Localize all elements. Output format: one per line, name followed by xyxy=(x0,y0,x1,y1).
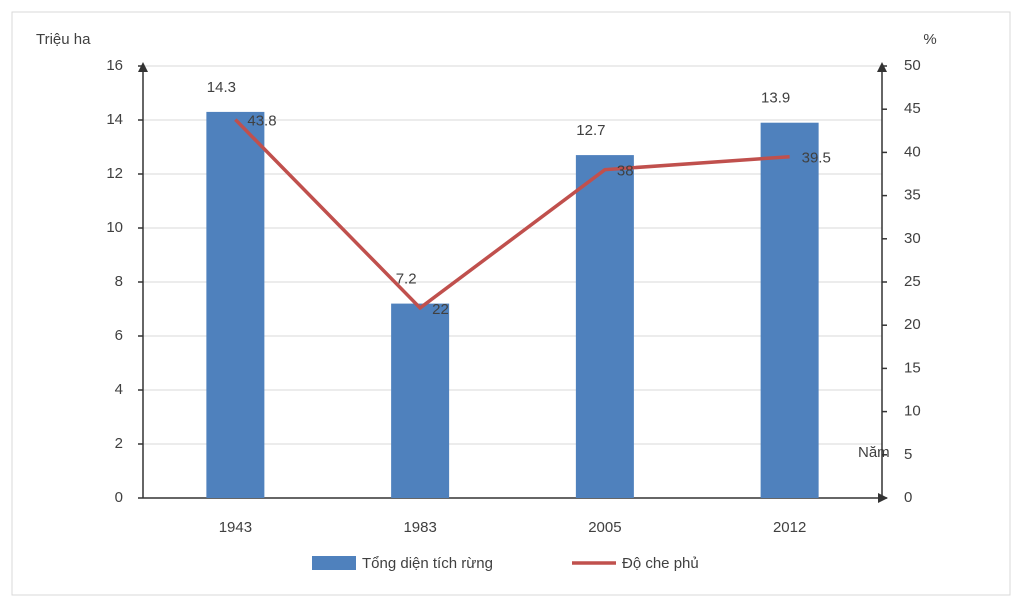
chart-frame xyxy=(11,11,1011,596)
legend-swatch xyxy=(312,556,356,570)
line-value-label: 22 xyxy=(432,301,449,318)
y-tick-label: 8 xyxy=(115,273,123,290)
y-tick-label: 2 xyxy=(115,435,123,452)
x-tick-label: 2005 xyxy=(588,519,621,536)
y-tick-label: 6 xyxy=(115,327,123,344)
y2-axis-title: % xyxy=(923,31,936,48)
line-value-label: 39.5 xyxy=(802,150,831,167)
line-value-label: 43.8 xyxy=(247,113,276,130)
y2-tick-label: 0 xyxy=(904,489,912,506)
x-tick-label: 1983 xyxy=(403,519,436,536)
y-tick-label: 4 xyxy=(115,381,123,398)
bar xyxy=(206,111,265,499)
y2-tick-label: 5 xyxy=(904,446,912,463)
x-tick-label: 2012 xyxy=(773,519,806,536)
y2-tick-label: 50 xyxy=(904,57,921,74)
x-tick-label: 1943 xyxy=(219,519,252,536)
y2-tick-label: 45 xyxy=(904,100,921,117)
bar-value-label: 14.3 xyxy=(207,79,236,96)
y-axis-title: Triệu ha xyxy=(36,31,91,48)
y2-tick-label: 30 xyxy=(904,230,921,247)
y2-tick-label: 15 xyxy=(904,359,921,376)
y2-tick-label: 25 xyxy=(904,273,921,290)
y-axis-arrow xyxy=(138,62,148,72)
legend-label: Độ che phủ xyxy=(622,555,699,572)
y-tick-label: 16 xyxy=(106,57,123,74)
y-tick-label: 10 xyxy=(106,219,123,236)
y2-tick-label: 20 xyxy=(904,316,921,333)
bar-value-label: 7.2 xyxy=(396,271,417,288)
y-tick-label: 12 xyxy=(106,165,123,182)
y2-axis-arrow xyxy=(877,62,887,72)
line xyxy=(234,118,790,311)
bar-value-label: 12.7 xyxy=(576,122,605,139)
x-axis-arrow xyxy=(878,493,888,503)
bar xyxy=(760,122,819,498)
bar xyxy=(391,303,450,498)
y2-tick-label: 35 xyxy=(904,187,921,204)
y-tick-label: 14 xyxy=(106,111,123,128)
x-axis-title: Năm xyxy=(858,444,890,461)
y2-tick-label: 10 xyxy=(904,403,921,420)
legend-label: Tổng diện tích rừng xyxy=(362,555,493,572)
bar-value-label: 13.9 xyxy=(761,90,790,107)
y-tick-label: 0 xyxy=(115,489,123,506)
y2-tick-label: 40 xyxy=(904,143,921,160)
line-value-label: 38 xyxy=(617,163,634,180)
bar xyxy=(575,155,634,498)
